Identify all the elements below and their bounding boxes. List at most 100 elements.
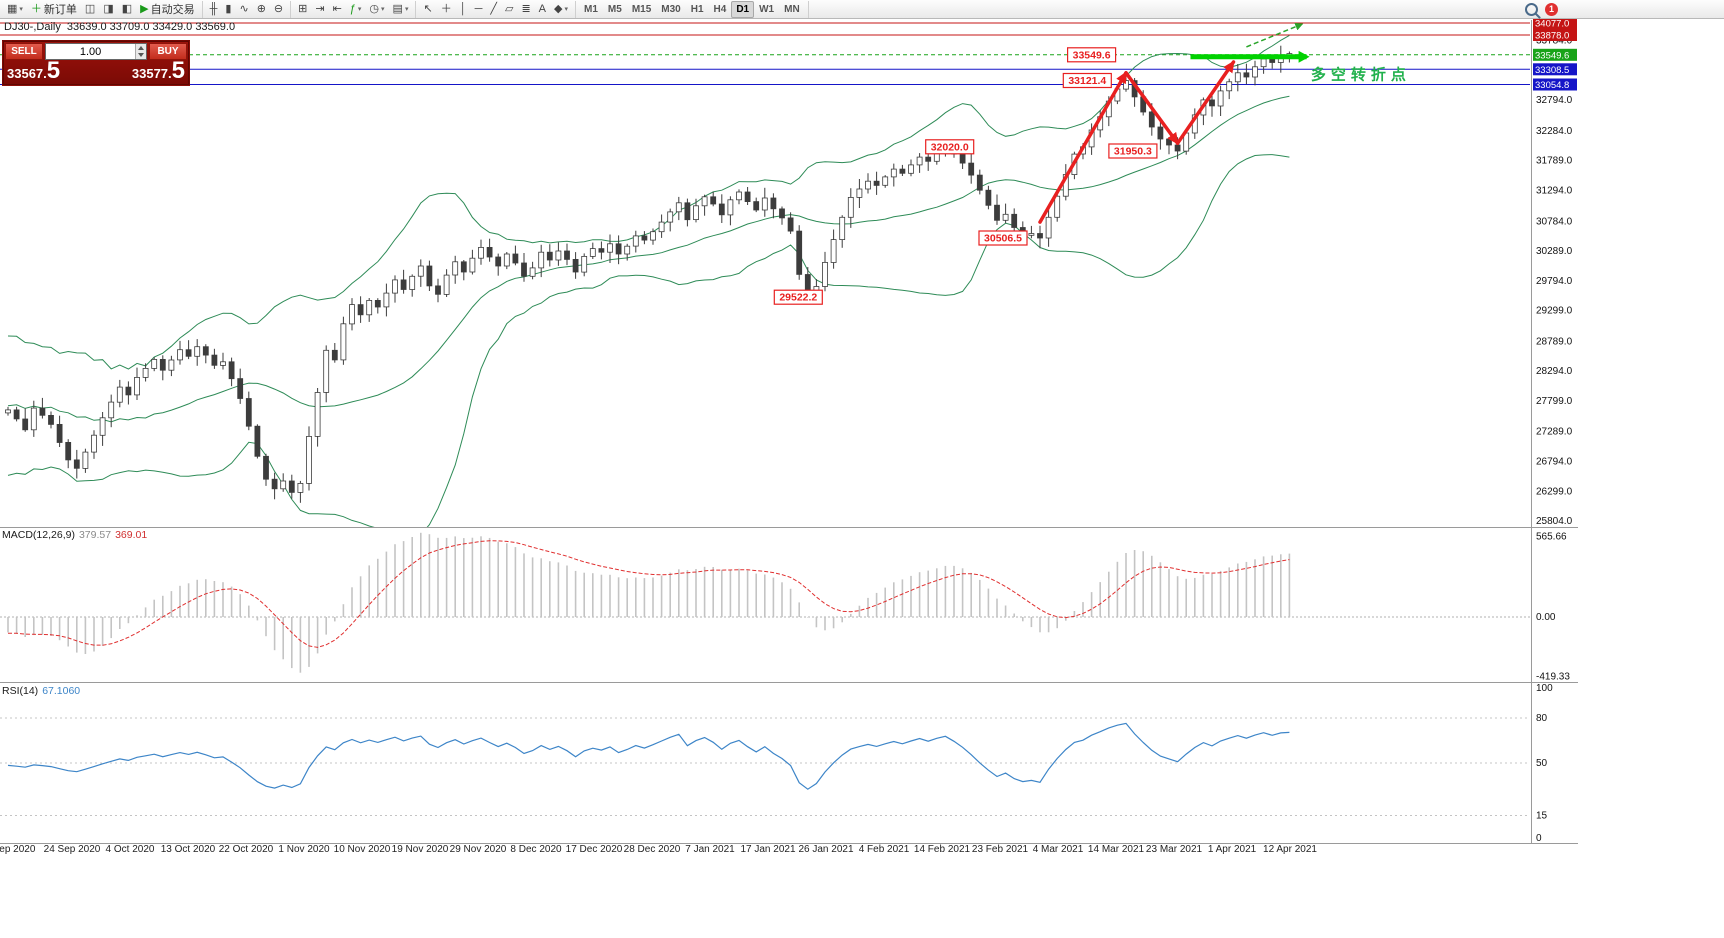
- zoom-in-button[interactable]: ⊕: [253, 1, 270, 18]
- caret-down-icon: ▾: [404, 6, 409, 13]
- candle-body: [701, 196, 708, 207]
- trendline-button[interactable]: ╱: [486, 1, 501, 18]
- price-badge: [1533, 48, 1577, 61]
- new-order-button[interactable]: ＋新订单: [27, 1, 81, 18]
- candle-body: [142, 367, 149, 378]
- horizontal-line-button[interactable]: ─: [471, 1, 487, 18]
- one-click-trading-panel: SELL BUY 33567.5 33577.5: [2, 40, 190, 86]
- volume-input[interactable]: [46, 44, 136, 59]
- notification-badge[interactable]: 1: [1545, 3, 1558, 16]
- candle-body: [684, 202, 691, 221]
- candle-body: [1209, 99, 1215, 107]
- macd-histogram: [0, 532, 1530, 673]
- price-axis-label: 32794.0: [1536, 95, 1573, 106]
- timeframe-d1[interactable]: D1: [731, 0, 755, 18]
- vertical-line-button[interactable]: │: [456, 1, 471, 18]
- candlestick-chart-button[interactable]: ▮: [221, 1, 235, 18]
- price-annotation-box[interactable]: [1062, 72, 1112, 89]
- timeframe-m30[interactable]: M30: [656, 1, 685, 18]
- templates-button[interactable]: ▤ ▾: [389, 1, 413, 18]
- tile-windows-button[interactable]: ⊞: [294, 1, 311, 18]
- macd-axis-label: 0.00: [1536, 612, 1556, 623]
- auto-scroll-button[interactable]: ⇥: [311, 1, 328, 18]
- arrows-button[interactable]: ◆ ▾: [550, 1, 572, 18]
- price-annotation-box[interactable]: [978, 230, 1028, 246]
- candle-body: [13, 409, 20, 420]
- caret-down-icon: ▾: [19, 6, 23, 13]
- timeframe-h4[interactable]: H4: [709, 1, 732, 18]
- candle-body: [185, 349, 192, 357]
- trend-arrow[interactable]: [1038, 71, 1128, 224]
- toolbar-group: ▦ ▾ ＋新订单 ◫ ◨ ◧ ▶ 自动交易: [3, 0, 203, 18]
- text-button[interactable]: A: [535, 1, 550, 18]
- arrows-button-icon: ◆: [554, 2, 563, 15]
- trend-arrow[interactable]: [1124, 71, 1180, 145]
- candle-body: [529, 267, 536, 277]
- timeframe-w1[interactable]: W1: [754, 1, 779, 18]
- candle-body: [1269, 58, 1276, 63]
- new-order-button-label: 新订单: [43, 4, 77, 16]
- price-annotation-box[interactable]: [925, 139, 975, 155]
- timeframe-mn[interactable]: MN: [779, 1, 805, 18]
- new-chart-button[interactable]: ▦ ▾: [3, 1, 27, 18]
- rsi-label: RSI(14) 67.1060: [2, 685, 80, 697]
- time-axis[interactable]: Sep 2020 24 Sep 2020 4 Oct 2020 13 Oct 2020…: [0, 844, 1317, 855]
- timeframe-m1[interactable]: M1: [579, 1, 603, 18]
- line-chart-button[interactable]: ∿: [235, 1, 252, 18]
- rsi-name: RSI(14): [2, 685, 39, 697]
- candle-body: [211, 354, 218, 366]
- navigator-button[interactable]: ◧: [118, 1, 136, 18]
- search-icon[interactable]: [1525, 3, 1538, 16]
- candle-body: [985, 189, 992, 206]
- autotrading-button[interactable]: ▶ 自动交易: [136, 1, 198, 18]
- bar-chart-button[interactable]: ╫: [206, 1, 222, 18]
- fibonacci-button[interactable]: ≣: [517, 1, 534, 18]
- note-text[interactable]: 多空转折点: [1311, 65, 1411, 83]
- trend-arrow[interactable]: [1175, 60, 1236, 145]
- candle-body: [538, 251, 545, 269]
- price-annotation-box[interactable]: [1108, 143, 1158, 159]
- price-annotation-box[interactable]: [773, 289, 823, 305]
- timeframe-w1-label: W1: [759, 3, 775, 15]
- price-axis-label: 27799.0: [1536, 396, 1573, 407]
- date-label: 19 Nov 2020: [392, 844, 449, 855]
- candle-body: [134, 376, 140, 396]
- autotrading-button-label: 自动交易: [150, 4, 195, 16]
- triangle-down-icon: [138, 53, 145, 58]
- zoom-out-button[interactable]: ⊖: [270, 1, 287, 18]
- channel-button[interactable]: ▱: [501, 1, 517, 18]
- toolbar-left: ▦ ▾ ＋新订单 ◫ ◨ ◧ ▶ 自动交易 ╫ ▮ ∿ ⊕ ⊖ ⊞ ⇥ ⇤ ƒ ▾ ◷ ▾ ▤ ▾ ↖ ＋ │ ─ ╱ ▱ ≣ A ◆ ▾ M1…: [3, 0, 812, 18]
- data-window-button[interactable]: ◨: [99, 1, 117, 18]
- indicators-button-icon: ƒ: [349, 2, 356, 15]
- price-axis-label: 28294.0: [1536, 366, 1573, 377]
- candle-body: [641, 235, 648, 241]
- candle-body: [245, 398, 252, 427]
- fibonacci-button-icon: ≣: [521, 2, 531, 15]
- price-annotation-box[interactable]: [1066, 47, 1117, 63]
- candle-body: [314, 392, 321, 437]
- price-axis[interactable]: 33784.0 32794.0 32284.0 31789.0 31294.0 30784…: [1533, 17, 1577, 844]
- price-badge: [1533, 29, 1577, 41]
- candle-body: [994, 204, 1000, 221]
- timeframe-h1[interactable]: H1: [686, 1, 709, 18]
- timeframe-m5[interactable]: M5: [603, 1, 627, 18]
- periods-button[interactable]: ◷ ▾: [365, 1, 388, 18]
- breakout-arrow[interactable]: [1246, 22, 1304, 48]
- candle-body: [890, 168, 897, 178]
- volume-up-button[interactable]: [136, 44, 146, 52]
- crosshair-button[interactable]: ＋: [437, 1, 456, 18]
- cursor-button[interactable]: ↖: [419, 1, 436, 18]
- volume-down-button[interactable]: [136, 52, 146, 60]
- candle-body: [847, 196, 854, 218]
- buy-button[interactable]: BUY: [149, 43, 187, 60]
- sell-price: 33567.5: [7, 57, 61, 84]
- chart-shift-button-icon: ⇤: [332, 2, 342, 15]
- candle-body: [632, 235, 639, 247]
- timeframe-m5-label: M5: [607, 3, 622, 15]
- market-watch-button[interactable]: ◫: [81, 1, 99, 18]
- indicators-button[interactable]: ƒ ▾: [346, 1, 366, 18]
- timeframe-m15[interactable]: M15: [627, 1, 656, 18]
- chart-shift-button[interactable]: ⇤: [329, 1, 346, 18]
- sell-button[interactable]: SELL: [5, 43, 43, 60]
